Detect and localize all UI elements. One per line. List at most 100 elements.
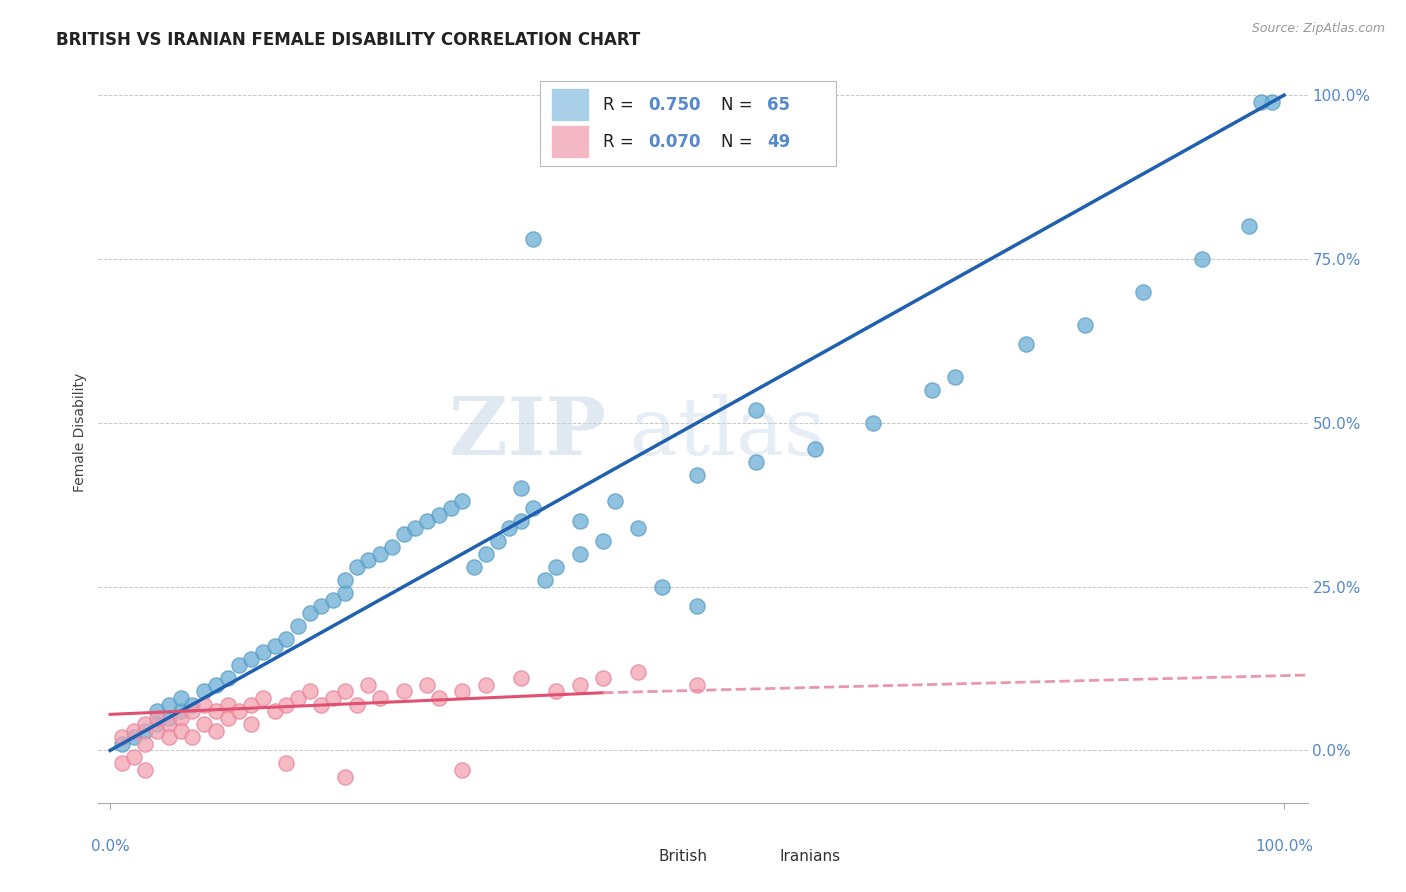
Point <box>416 514 439 528</box>
FancyBboxPatch shape <box>551 89 588 120</box>
Point <box>228 704 250 718</box>
Point <box>368 690 391 705</box>
Point <box>217 698 239 712</box>
Point <box>533 573 555 587</box>
Point <box>427 508 450 522</box>
Point <box>568 678 591 692</box>
Point <box>651 580 673 594</box>
Point <box>1250 95 1272 109</box>
Point <box>252 690 274 705</box>
Point <box>416 678 439 692</box>
Point <box>240 651 263 665</box>
Point <box>193 717 215 731</box>
Point <box>945 370 967 384</box>
Point <box>357 553 380 567</box>
Text: ZIP: ZIP <box>450 393 606 472</box>
Point <box>368 547 391 561</box>
Point <box>510 481 533 495</box>
Point <box>204 723 226 738</box>
Point <box>322 592 344 607</box>
Point <box>169 711 191 725</box>
Point <box>546 560 568 574</box>
Point <box>568 547 591 561</box>
Text: Iranians: Iranians <box>779 848 841 863</box>
FancyBboxPatch shape <box>540 81 837 166</box>
Point <box>357 678 380 692</box>
Point <box>322 690 344 705</box>
Point <box>392 527 415 541</box>
Point <box>627 665 650 679</box>
Point <box>193 684 215 698</box>
Point <box>627 521 650 535</box>
Point <box>392 684 415 698</box>
Point <box>181 698 204 712</box>
Text: 49: 49 <box>768 133 790 151</box>
Point <box>146 704 169 718</box>
Point <box>463 560 485 574</box>
Point <box>181 731 204 745</box>
Point <box>134 717 156 731</box>
Point <box>228 658 250 673</box>
Point <box>603 494 626 508</box>
Point <box>592 533 614 548</box>
Point <box>451 763 474 777</box>
Point <box>1132 285 1154 299</box>
Point <box>475 678 498 692</box>
Point <box>1015 337 1038 351</box>
Text: N =: N = <box>721 133 758 151</box>
Point <box>217 711 239 725</box>
Point <box>134 723 156 738</box>
Text: Source: ZipAtlas.com: Source: ZipAtlas.com <box>1251 22 1385 36</box>
Point <box>486 533 509 548</box>
Point <box>169 723 191 738</box>
Point <box>427 690 450 705</box>
Point <box>111 756 134 771</box>
Point <box>404 521 426 535</box>
Point <box>157 717 180 731</box>
Point <box>252 645 274 659</box>
Point <box>217 671 239 685</box>
Text: British: British <box>658 848 707 863</box>
Point <box>111 731 134 745</box>
Point <box>546 684 568 698</box>
Point <box>146 711 169 725</box>
Point <box>157 698 180 712</box>
Point <box>1237 219 1260 234</box>
Point <box>745 402 768 417</box>
Point <box>686 678 709 692</box>
Point <box>333 684 356 698</box>
FancyBboxPatch shape <box>551 126 588 157</box>
Point <box>451 684 474 698</box>
Point <box>134 763 156 777</box>
Point <box>333 573 356 587</box>
Point <box>346 698 368 712</box>
FancyBboxPatch shape <box>745 842 772 871</box>
Point <box>745 455 768 469</box>
Point <box>122 731 145 745</box>
Text: atlas: atlas <box>630 393 825 472</box>
Point <box>298 606 321 620</box>
Point <box>122 723 145 738</box>
Point <box>803 442 825 456</box>
Point <box>240 717 263 731</box>
Point <box>439 500 461 515</box>
Text: R =: R = <box>603 95 638 113</box>
Point <box>204 678 226 692</box>
Point <box>134 737 156 751</box>
Point <box>333 586 356 600</box>
Point <box>311 698 333 712</box>
Text: 65: 65 <box>768 95 790 113</box>
Point <box>475 547 498 561</box>
Text: 0.0%: 0.0% <box>91 838 129 854</box>
Point <box>921 383 943 397</box>
Point <box>1261 95 1284 109</box>
Text: 0.750: 0.750 <box>648 95 702 113</box>
Point <box>686 599 709 614</box>
Point <box>181 704 204 718</box>
Point <box>1191 252 1213 266</box>
Text: N =: N = <box>721 95 758 113</box>
Point <box>157 731 180 745</box>
Point <box>333 770 356 784</box>
Point <box>122 750 145 764</box>
Point <box>276 756 298 771</box>
